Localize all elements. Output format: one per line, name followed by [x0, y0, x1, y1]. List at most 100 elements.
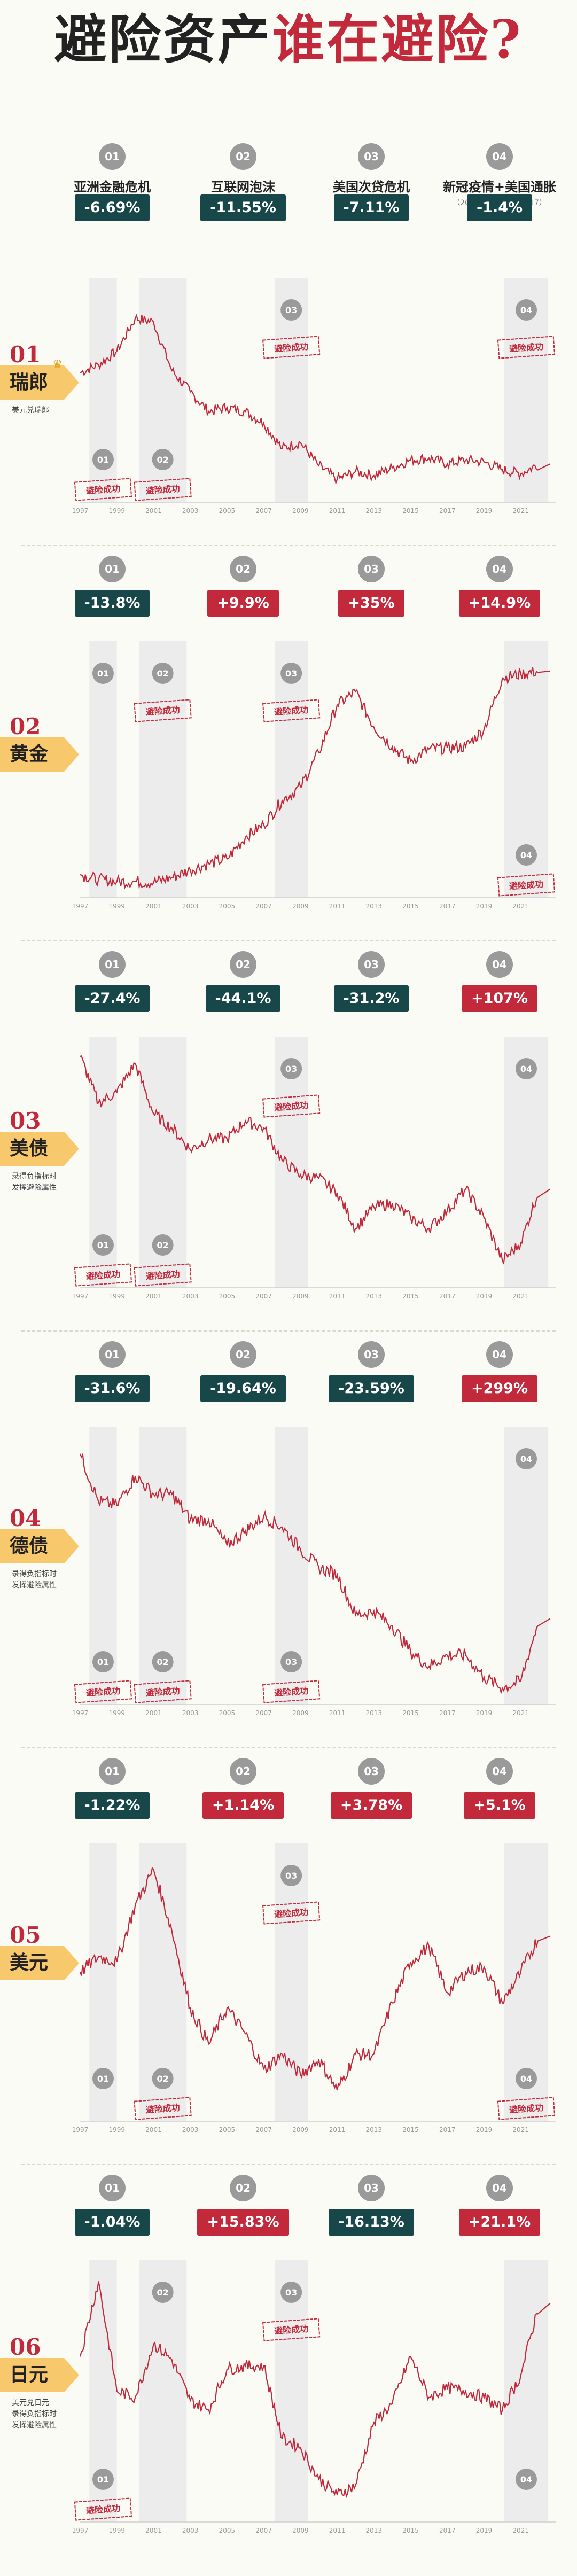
x-tick-label: 2021 [512, 2126, 529, 2134]
line-chart-usd: 1997 1999 2001 2003 2005 2007 2009 2011 2013 2015… [72, 1843, 556, 2134]
x-tick-label: 2015 [402, 2527, 419, 2534]
crisis-number-badge: 04 [486, 1758, 513, 1785]
crisis-change-03: 03 +35% [299, 556, 443, 617]
crisis-change-03: -7.11% [299, 187, 443, 221]
x-tick-label: 2009 [292, 1709, 309, 1717]
crisis-number-badge: 01 [99, 1758, 126, 1785]
x-tick-label: 2005 [219, 902, 236, 910]
chart-crisis-badge-04: 04 [516, 1058, 537, 1079]
change-value-pill: +15.83% [197, 2209, 289, 2236]
chart-crisis-badge-03: 03 [280, 2282, 302, 2303]
asset-name: 美元 [10, 1952, 49, 1974]
x-tick-label: 2019 [476, 1709, 493, 1717]
section-divider [21, 940, 556, 941]
x-tick-label: 2021 [512, 1293, 529, 1300]
crisis-change-02: 02 +15.83% [171, 2175, 315, 2236]
svg-text:02: 02 [157, 668, 169, 679]
chart-crisis-badge-04: 04 [516, 2469, 537, 2490]
x-tick-label: 2003 [182, 902, 199, 910]
svg-text:01: 01 [97, 668, 109, 679]
svg-text:避险成功: 避险成功 [274, 705, 309, 717]
x-tick-label: 2001 [145, 902, 162, 910]
crisis-change-01: 01 -27.4% [40, 951, 184, 1012]
asset-number: 06 [10, 2334, 41, 2360]
x-tick-label: 1999 [108, 1293, 125, 1300]
line-chart-chf: 1997 1999 2001 2003 2005 2007 2009 2011 2013 2015… [72, 278, 556, 515]
success-stamp: 避险成功 [74, 478, 132, 501]
section-divider [21, 1330, 556, 1332]
x-tick-label: 2007 [255, 2126, 272, 2134]
asset-name-tag: 美元 [0, 1946, 80, 1980]
asset-name-tag: 日元 [0, 2358, 80, 2392]
crisis-change-02: 02 +9.9% [171, 556, 315, 617]
crisis-change-02: -11.55% [171, 187, 315, 221]
success-stamp: 避险成功 [134, 478, 192, 501]
svg-text:避险成功: 避险成功 [274, 341, 309, 354]
x-tick-label: 2017 [439, 2527, 456, 2534]
x-tick-label: 2019 [476, 507, 493, 515]
x-tick-label: 1999 [108, 2527, 125, 2534]
x-tick-label: 2017 [439, 1293, 456, 1300]
crisis-change-04: 04 +14.9% [427, 556, 572, 617]
series-line-jpy [79, 2281, 551, 2499]
svg-text:01: 01 [97, 1240, 109, 1250]
svg-text:04: 04 [520, 305, 532, 315]
asset-note: 美元兑瑞郎 [12, 406, 49, 415]
chart-crisis-badge-01: 01 [92, 449, 114, 470]
chart-crisis-badge-01: 01 [92, 663, 114, 684]
chart-crisis-badge-01: 01 [92, 2068, 114, 2089]
crisis-change-row-gold: 01 -13.8% 02 +9.9% 03 +35% 04 +14.9% [0, 556, 577, 636]
x-tick-label: 2003 [182, 1709, 199, 1717]
success-stamp: 避险成功 [262, 1094, 321, 1118]
success-stamp: 避险成功 [497, 873, 556, 897]
svg-text:03: 03 [285, 1657, 297, 1667]
x-tick-label: 2005 [219, 2126, 236, 2134]
crisis-number-badge: 01 [99, 951, 126, 978]
svg-text:避险成功: 避险成功 [145, 1269, 180, 1281]
change-value-pill: -11.55% [200, 194, 286, 221]
crisis-number-badge: 02 [230, 2175, 256, 2201]
series-line-usd [79, 1866, 551, 2091]
change-value-pill: -27.4% [74, 985, 150, 1012]
svg-text:01: 01 [97, 2474, 109, 2485]
x-tick-label: 2013 [366, 2527, 383, 2534]
chart-crisis-badge-03: 03 [280, 1058, 302, 1079]
crisis-name: 美国次贷危机 [333, 180, 410, 194]
svg-text:避险成功: 避险成功 [85, 2503, 120, 2516]
x-tick-label: 2001 [145, 2527, 162, 2534]
x-tick-label: 2015 [402, 902, 419, 910]
change-value-pill: +9.9% [207, 590, 279, 617]
svg-text:02: 02 [157, 455, 169, 465]
asset-number: 05 [10, 1922, 41, 1948]
x-tick-label: 2007 [255, 1293, 272, 1300]
crisis-number-badge: 04 [486, 143, 513, 170]
x-tick-label: 2013 [366, 1293, 383, 1300]
x-tick-label: 2019 [476, 1293, 493, 1300]
chart-crisis-badge-03: 03 [280, 299, 302, 321]
svg-text:避险成功: 避险成功 [274, 1686, 309, 1698]
section-divider [21, 545, 556, 546]
chart-crisis-badge-02: 02 [152, 1651, 174, 1672]
chart-crisis-badge-03: 03 [280, 663, 302, 684]
x-tick-label: 2005 [219, 507, 236, 515]
chart-crisis-badge-04: 04 [516, 1448, 537, 1469]
title-part2-highlight: 谁在避险? [272, 9, 523, 71]
x-tick-label: 2017 [439, 1709, 456, 1717]
crisis-number-badge: 04 [486, 951, 513, 978]
x-tick-label: 1997 [72, 902, 89, 910]
svg-text:02: 02 [157, 2287, 169, 2298]
crisis-band-03 [275, 2260, 308, 2522]
asset-note: 录得负指标时 发挥避险属性 [12, 1570, 57, 1590]
change-value-pill: -19.64% [200, 1375, 286, 1402]
svg-text:02: 02 [157, 2074, 169, 2084]
x-tick-label: 2009 [292, 507, 309, 515]
crisis-number-badge: 03 [358, 951, 385, 978]
x-tick-label: 2011 [329, 2126, 346, 2134]
asset-name: 德债 [10, 1535, 49, 1557]
svg-text:02: 02 [157, 1657, 169, 1667]
x-tick-label: 2009 [292, 2126, 309, 2134]
svg-text:避险成功: 避险成功 [145, 705, 180, 717]
success-stamp: 避险成功 [497, 336, 556, 359]
x-tick-label: 2007 [255, 507, 272, 515]
x-tick-label: 2003 [182, 1293, 199, 1300]
